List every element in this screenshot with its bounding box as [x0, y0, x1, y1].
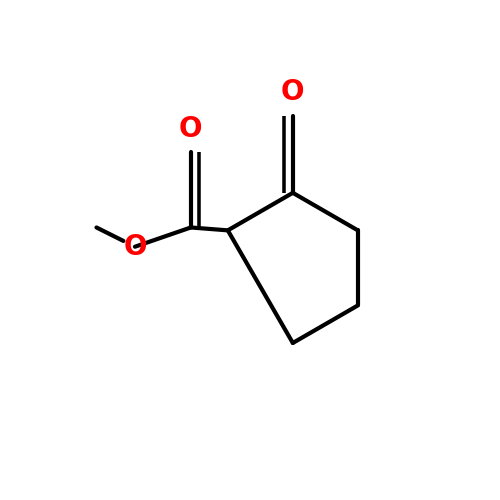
Text: O: O: [179, 115, 203, 143]
Text: O: O: [123, 232, 146, 260]
Text: O: O: [281, 78, 304, 106]
